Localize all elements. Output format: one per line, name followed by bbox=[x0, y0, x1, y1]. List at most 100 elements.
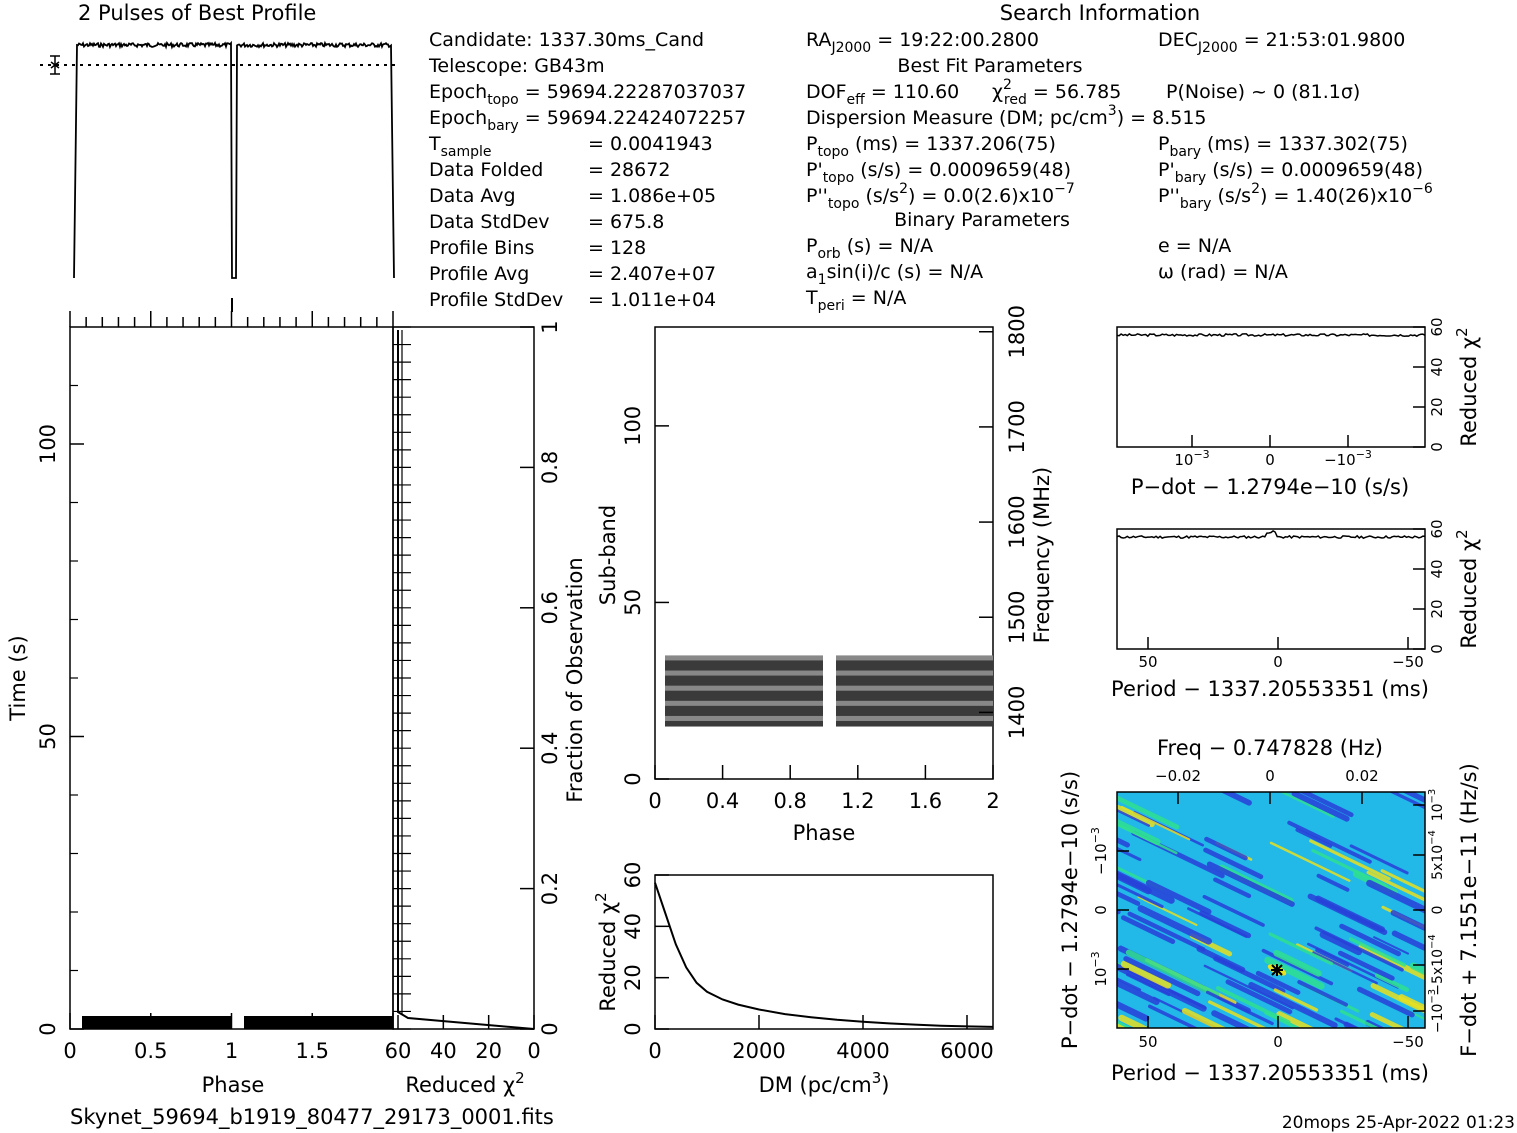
p-pdot-map-contour bbox=[1366, 870, 1425, 902]
p-pdot-map-contour bbox=[1225, 979, 1293, 1015]
period-y-tick-label: 0 bbox=[1428, 644, 1446, 654]
subband-band-row bbox=[836, 695, 993, 702]
subband-band-row bbox=[665, 675, 823, 682]
subband-band-row bbox=[836, 715, 993, 722]
time-phase-y-tick-label: 50 bbox=[36, 723, 60, 750]
subband-x-tick-label: 1.2 bbox=[841, 789, 874, 813]
fraction-chi-plot: 60 40 20 0 0 0.2 0.4 0.6 0.8 1 Reduced χ2 Fracti… bbox=[385, 320, 587, 1097]
subband-phase-plot: 0 0.4 0.8 1.2 1.6 2 0 50 100 1400 1500 1600 1700 18… bbox=[596, 305, 1054, 845]
pdot-x-tick-label: 0 bbox=[1265, 451, 1275, 469]
info-epoch-bary: Epochbary = 59694.22424072257 bbox=[429, 107, 746, 134]
best-fit-title: Best Fit Parameters bbox=[897, 55, 1082, 77]
period-x-tick-label: −50 bbox=[1392, 653, 1424, 671]
period-y-ticks: 0 20 40 60 bbox=[1413, 519, 1446, 654]
search-pd-bary: P'bary (s/s) = 0.0009659(48) bbox=[1158, 159, 1423, 186]
subband-band-row bbox=[665, 700, 823, 707]
p-pdot-map-contour bbox=[1315, 948, 1350, 967]
p-pdot-map-contour bbox=[1145, 879, 1212, 915]
dm-curve bbox=[654, 882, 994, 1028]
period-chi-plot: 50 0 −50 0 20 40 60 Period − 1337.20553351 (m… bbox=[1111, 519, 1481, 701]
pdot-y-ticks: 0 20 40 60 bbox=[1413, 317, 1446, 452]
p-pdot-map-contour bbox=[1291, 792, 1350, 822]
p-pdot-map-contour bbox=[1319, 931, 1363, 956]
subband-freq-tick-label: 1800 bbox=[1005, 305, 1029, 358]
p-pdot-map-contour bbox=[1120, 915, 1176, 944]
period-y-tick-label: 60 bbox=[1428, 519, 1446, 538]
p-pdot-map-contour bbox=[1199, 910, 1252, 939]
p-pdot-map-contour bbox=[1203, 847, 1264, 880]
dm-ylabel: Reduced χ2 bbox=[592, 892, 620, 1011]
p-pdot-map-contour bbox=[1273, 949, 1322, 977]
info-row-label: Tsample bbox=[428, 133, 492, 160]
p-pdot-map-contour bbox=[1391, 930, 1425, 952]
p-pdot-map-contour bbox=[1380, 869, 1425, 894]
fraction-chi-curve bbox=[397, 330, 535, 1030]
info-row-label: Profile Bins bbox=[429, 237, 534, 259]
time-phase-y-tick-label: 0 bbox=[36, 1022, 60, 1035]
fraction-chi-y-tick-label: 1 bbox=[538, 320, 562, 333]
p-pdot-map-contour bbox=[1205, 990, 1274, 1026]
p-pdot-map-contour bbox=[1213, 956, 1286, 994]
pdot-ylabel: Reduced χ2 bbox=[1453, 327, 1481, 446]
p-pdot-map-contour bbox=[1229, 773, 1260, 788]
subband-y-tick-label: 50 bbox=[621, 589, 645, 616]
p-pdot-map-contour bbox=[1339, 1009, 1380, 1028]
subband-x-tick-label: 0 bbox=[648, 789, 661, 813]
subband-x-tick-label: 2 bbox=[986, 789, 999, 813]
p-pdot-map-contour bbox=[1208, 1000, 1268, 1028]
p-pdot-map-contour bbox=[1120, 960, 1172, 989]
subband-x-tick-label: 0.4 bbox=[706, 789, 739, 813]
subband-x-tick-label: 1.6 bbox=[909, 789, 942, 813]
fraction-chi-y-tick-label: 0.4 bbox=[538, 731, 562, 764]
p-pdot-map-contour bbox=[1375, 973, 1410, 992]
time-phase-plot: 0 0.5 1 1.5 0 50 100 Phase Time (s) bbox=[6, 311, 394, 1097]
p-pdot-map-contour bbox=[1117, 979, 1160, 1006]
p-pdot-map-contour bbox=[1117, 818, 1161, 846]
subband-band-row bbox=[836, 705, 993, 712]
subband-band-row bbox=[836, 700, 993, 707]
time-phase-x-ticks: 0 0.5 1 1.5 bbox=[63, 1039, 329, 1063]
binary-title: Binary Parameters bbox=[894, 209, 1070, 231]
p-pdot-map-contour bbox=[1409, 962, 1425, 976]
p-pdot-map-contour bbox=[1373, 936, 1409, 955]
subband-band-row bbox=[665, 715, 823, 722]
search-chi: χ2 red = 56.785 bbox=[992, 77, 1121, 108]
fraction-chi-x-tick-label: 0 bbox=[527, 1039, 540, 1063]
pdot-chi-plot: 10−3 0 −10−3 0 20 40 60 P−dot − 1.2794e−10 (s… bbox=[1116, 317, 1481, 499]
p-pdot-map-contour bbox=[1398, 994, 1425, 1012]
subband-band-row bbox=[836, 720, 993, 727]
period-x-ticks: 50 0 −50 bbox=[1138, 637, 1424, 671]
map-ylabel: P−dot − 1.2794e−10 (s/s) bbox=[1058, 771, 1082, 1049]
p-pdot-map-contour bbox=[1187, 907, 1248, 938]
p-pdot-map-contour bbox=[1268, 932, 1334, 966]
p-pdot-map-contour bbox=[1117, 1020, 1133, 1028]
map-y2-tick-label: 5x10−4 bbox=[1427, 830, 1446, 880]
info-row-value: = 28672 bbox=[588, 159, 670, 181]
period-x-tick-label: 0 bbox=[1273, 653, 1283, 671]
period-curve bbox=[1116, 530, 1426, 540]
p-pdot-map-contour bbox=[1273, 988, 1319, 1012]
subband-band-row bbox=[836, 670, 993, 677]
pdot-y-tick-label: 0 bbox=[1428, 442, 1446, 452]
subband-band-row bbox=[836, 685, 993, 692]
p-pdot-map-contour bbox=[1216, 986, 1291, 1025]
p-pdot-map-contour bbox=[1137, 905, 1213, 945]
search-dof: DOFeff = 110.60 bbox=[806, 81, 959, 108]
pdot-y-tick-label: 40 bbox=[1428, 357, 1446, 376]
subband-band-row bbox=[836, 660, 993, 666]
p-pdot-map-contour bbox=[1315, 895, 1386, 933]
search-tperi: Tperi = N/A bbox=[805, 287, 906, 314]
p-pdot-map-contour bbox=[1118, 1014, 1150, 1028]
p-pdot-map-contour bbox=[1366, 879, 1425, 914]
subband-freq-label: Frequency (MHz) bbox=[1030, 467, 1054, 643]
subband-band-row bbox=[665, 705, 823, 712]
time-phase-top-ticks bbox=[69, 311, 394, 1029]
p-pdot-map-contour bbox=[1147, 1004, 1199, 1028]
pdot-y-tick-label: 20 bbox=[1428, 397, 1446, 416]
p-pdot-map-contour bbox=[1404, 1008, 1425, 1021]
fraction-chi-xlabel: Reduced χ2 bbox=[405, 1069, 524, 1097]
pdot-y-tick-label: 60 bbox=[1428, 317, 1446, 336]
dm-y-tick-label: 40 bbox=[621, 913, 645, 940]
map-y2label: F−dot + 7.1551e−11 (Hz/s) bbox=[1457, 763, 1481, 1057]
p-pdot-map-contours bbox=[1117, 773, 1425, 1028]
